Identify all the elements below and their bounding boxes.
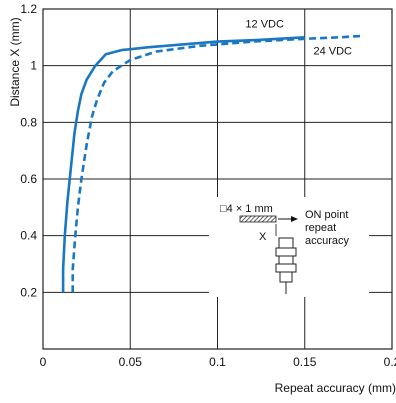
target-plate-icon (239, 215, 277, 223)
tick-labels: 0 0.05 0.1 0.15 0.2 0.2 0.4 0.6 0.8 1 1.2 (20, 2, 396, 369)
x-tick-label: 0.2 (384, 355, 396, 369)
y-tick-label: 0.6 (20, 172, 37, 186)
x-tick-label: 0.1 (209, 355, 226, 369)
distance-symbol: X (259, 231, 267, 243)
y-tick-label: 1 (30, 59, 37, 73)
proximity-sensor-icon (275, 237, 297, 294)
y-tick-label: 0.8 (20, 115, 37, 129)
series-labels: 12 VDC 24 VDC (245, 18, 352, 57)
inset-note-line-3: accuracy (305, 235, 350, 247)
y-axis-label: Distance X (mm) (8, 17, 22, 106)
inset-note-line-1: ON point (305, 209, 348, 221)
x-tick-label: 0.15 (293, 355, 317, 369)
inset-target-size: □4 × 1 mm (220, 203, 273, 215)
y-tick-label: 0.4 (20, 229, 37, 243)
sensor-inset: □4 × 1 mm ON point repeat accuracy X (209, 197, 369, 297)
x-tick-label: 0.05 (119, 355, 143, 369)
series-lines (61, 34, 363, 293)
series-label: 12 VDC (245, 18, 284, 30)
inset-note-line-2: repeat (305, 222, 336, 234)
x-tick-label: 0 (40, 355, 47, 369)
series-line-24vdc (71, 34, 363, 293)
series-line-12vdc (61, 36, 305, 293)
y-tick-label: 1.2 (20, 2, 37, 16)
series-label: 24 VDC (313, 45, 352, 57)
target-arrow-icon (291, 216, 298, 222)
x-axis-label: Repeat accuracy (mm) (275, 381, 396, 395)
y-tick-label: 0.2 (20, 285, 37, 299)
